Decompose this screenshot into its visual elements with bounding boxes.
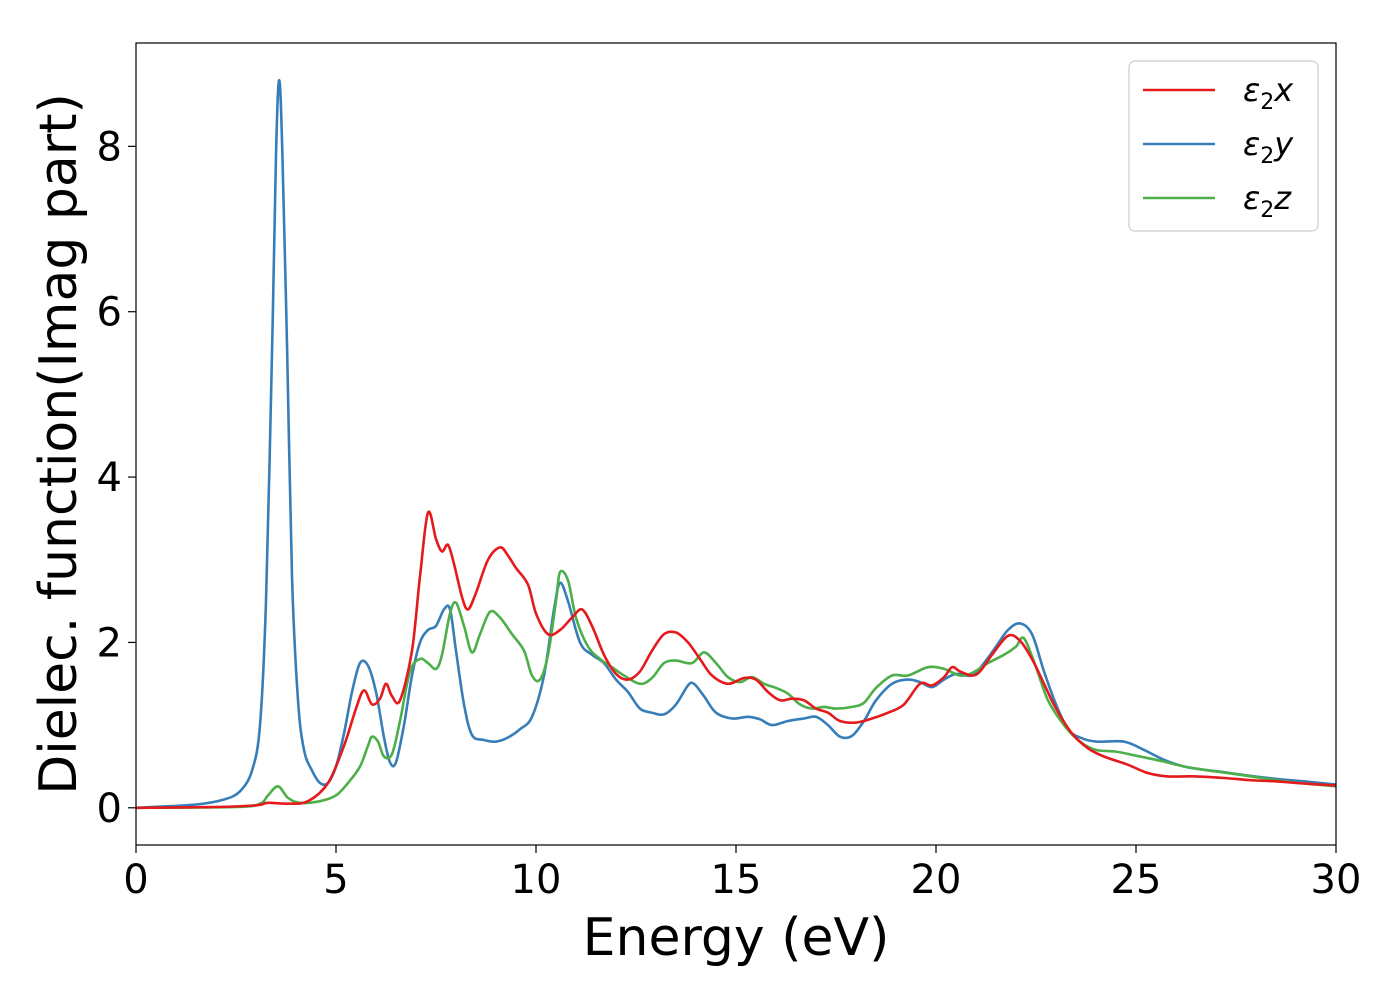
legend: ε2x ε2y ε2z bbox=[1128, 60, 1319, 232]
series-line-z bbox=[135, 569, 1337, 810]
y-tick-label: 8 bbox=[97, 124, 122, 170]
x-axis-ticks: 0 5 10 15 20 25 30 bbox=[123, 845, 1361, 903]
x-tick-label: 10 bbox=[511, 857, 562, 903]
y-tick-label: 0 bbox=[97, 786, 122, 832]
series-line-y bbox=[135, 78, 1337, 810]
x-tick-label: 30 bbox=[1311, 857, 1362, 903]
x-tick-label: 5 bbox=[323, 857, 348, 903]
legend-label-z: ε2z bbox=[1243, 179, 1292, 223]
y-axis-ticks: 0 2 4 6 8 bbox=[97, 124, 136, 832]
x-tick-label: 0 bbox=[123, 857, 148, 903]
y-tick-label: 6 bbox=[97, 290, 122, 336]
y-tick-label: 2 bbox=[97, 620, 122, 666]
x-axis-title: Energy (eV) bbox=[583, 908, 890, 968]
y-tick-label: 4 bbox=[97, 455, 122, 501]
x-tick-label: 15 bbox=[711, 857, 762, 903]
legend-label-x: ε2x bbox=[1243, 71, 1294, 115]
series-line-x bbox=[135, 510, 1337, 810]
x-tick-label: 25 bbox=[1111, 857, 1162, 903]
series-layer bbox=[135, 78, 1337, 810]
legend-label-y: ε2y bbox=[1243, 125, 1294, 169]
legend-box bbox=[1128, 60, 1319, 232]
y-axis-title: Dielec. function(Imag part) bbox=[29, 93, 89, 795]
x-tick-label: 20 bbox=[911, 857, 962, 903]
